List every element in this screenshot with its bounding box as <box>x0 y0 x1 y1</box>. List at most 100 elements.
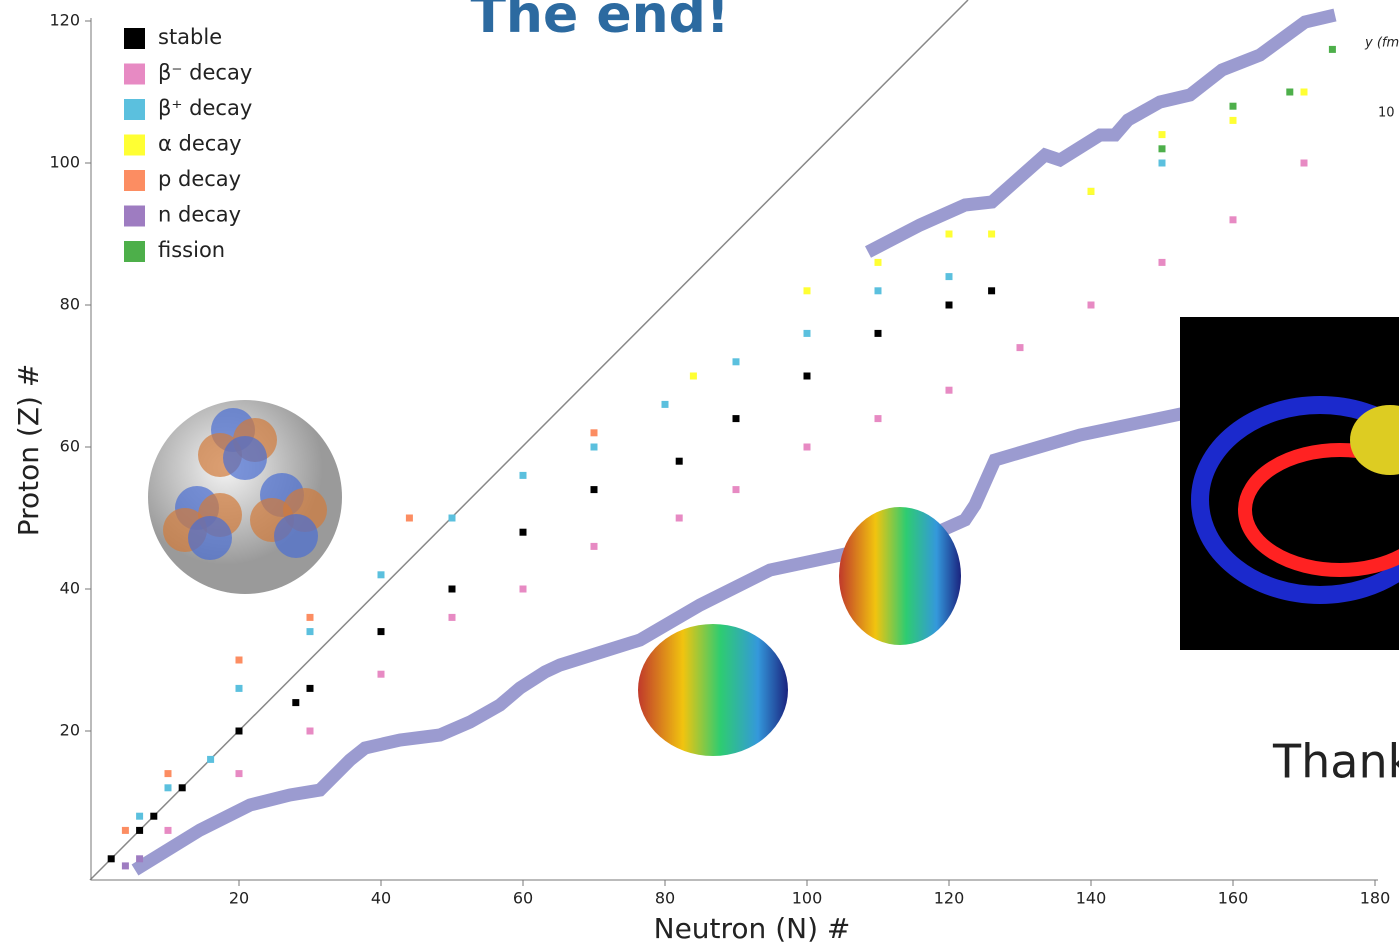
legend-swatch <box>124 134 145 156</box>
nuclide <box>732 486 740 494</box>
legend-label: fission <box>158 238 225 262</box>
nuclide <box>377 628 385 636</box>
nuclide <box>164 826 172 834</box>
nuclide <box>136 812 144 820</box>
y-tick-label: 60 <box>60 437 80 456</box>
nuclide <box>590 429 598 437</box>
x-tick-label: 20 <box>229 889 249 908</box>
nuclide <box>1158 145 1166 153</box>
nuclide <box>235 684 243 692</box>
drip-line <box>865 8 1337 258</box>
nuclide <box>1229 116 1237 124</box>
nuclide <box>874 287 882 295</box>
nuclide <box>306 613 314 621</box>
nuclide <box>803 443 811 451</box>
legend-label: β⁻ decay <box>158 61 252 85</box>
nuclide <box>377 571 385 579</box>
legend-label: β⁺ decay <box>158 96 252 120</box>
nuclide <box>150 812 158 820</box>
nuclide <box>1229 102 1237 110</box>
y-tick-label: 20 <box>60 721 80 740</box>
nuclide <box>405 514 413 522</box>
nuclide <box>1087 187 1095 195</box>
nuclide <box>732 358 740 366</box>
nuclide <box>519 528 527 536</box>
nuclide <box>207 755 215 763</box>
nuclide <box>945 273 953 281</box>
nuclide <box>945 301 953 309</box>
nuclide <box>988 287 996 295</box>
side-label: y (fm <box>1364 36 1399 51</box>
nuclide <box>803 372 811 380</box>
nuclide <box>1286 88 1294 96</box>
nuclide <box>874 258 882 266</box>
nuclide <box>1087 301 1095 309</box>
nuclide <box>292 699 300 707</box>
nuclide <box>945 386 953 394</box>
nuclide <box>136 826 144 834</box>
nuclide <box>377 670 385 678</box>
legend-label: p decay <box>158 167 241 191</box>
side-tick: 10 <box>1378 106 1395 121</box>
legend-label: n decay <box>158 203 241 227</box>
nuclide <box>448 613 456 621</box>
nuclide <box>164 770 172 778</box>
nuclide <box>945 230 953 238</box>
simulation-core <box>1350 405 1399 475</box>
nuclide <box>235 656 243 664</box>
nuclide <box>107 855 115 863</box>
closing-text: Thank <box>1272 735 1399 789</box>
nuclide <box>121 826 129 834</box>
legend-swatch <box>124 205 145 227</box>
nuclide <box>988 230 996 238</box>
legend-swatch <box>124 99 145 120</box>
nuclide <box>519 471 527 479</box>
simulation-arc <box>1191 396 1399 604</box>
nuclide <box>448 514 456 522</box>
nuclide <box>136 855 144 863</box>
nuclide <box>1158 131 1166 139</box>
legend-label: stable <box>158 25 222 49</box>
nuclide <box>874 415 882 423</box>
y-tick-label: 40 <box>60 579 80 598</box>
nuclide <box>1158 159 1166 167</box>
deformed-nucleus <box>638 624 788 756</box>
nuclide <box>1158 258 1166 266</box>
nuclide <box>590 542 598 550</box>
legend-swatch <box>124 170 145 191</box>
y-tick-label: 100 <box>49 153 80 172</box>
nuclide <box>874 329 882 337</box>
simulation-arc <box>1238 443 1399 577</box>
x-tick-label: 140 <box>1076 889 1107 908</box>
nuclide <box>306 628 314 636</box>
nuclide <box>1016 344 1024 352</box>
x-tick-label: 60 <box>513 889 533 908</box>
nuclide <box>164 784 172 792</box>
nuclide <box>803 329 811 337</box>
x-tick-label: 120 <box>934 889 965 908</box>
legend-swatch <box>124 28 145 49</box>
deformed-nucleus <box>839 507 961 645</box>
nuclide <box>590 443 598 451</box>
x-tick-label: 180 <box>1360 889 1391 908</box>
legend-swatch <box>124 63 145 85</box>
nuclide <box>519 585 527 593</box>
nuclide <box>121 862 129 870</box>
y-axis-label: Proton (Z) # <box>12 364 45 537</box>
nuclide <box>590 486 598 494</box>
legend-swatch <box>124 241 145 262</box>
x-tick-label: 40 <box>371 889 391 908</box>
nuclide <box>1300 88 1308 96</box>
slide-title: The end! <box>470 0 729 45</box>
x-tick-label: 80 <box>655 889 675 908</box>
nuclide <box>1300 159 1308 167</box>
nuclide <box>1229 216 1237 224</box>
nuclide <box>1328 45 1336 53</box>
x-tick-label: 160 <box>1218 889 1249 908</box>
nuclide <box>675 457 683 465</box>
nuclide <box>732 415 740 423</box>
nuclide <box>675 514 683 522</box>
nuclide <box>803 287 811 295</box>
nuclide <box>448 585 456 593</box>
